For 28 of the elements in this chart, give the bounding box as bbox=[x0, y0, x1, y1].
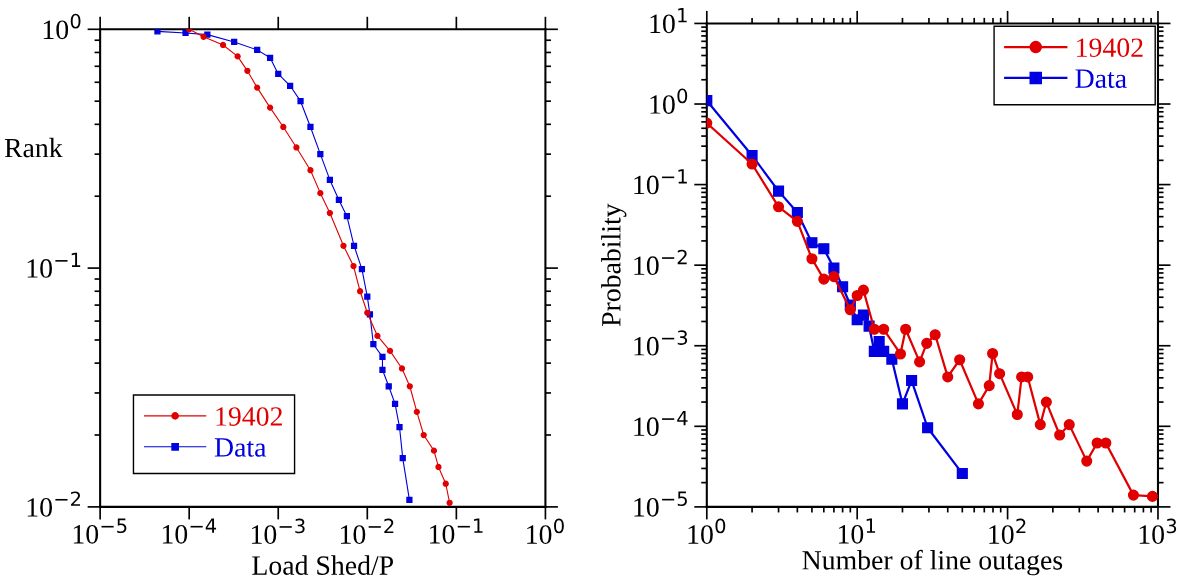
x-tick-label: 10$^{−3}$ bbox=[251, 518, 305, 544]
y-tick-label: 10$^{0}$ bbox=[43, 13, 81, 40]
y-tick-label: 10$^{−4}$ bbox=[634, 411, 688, 437]
y-tick-label: 10$^{−3}$ bbox=[634, 330, 688, 356]
x-tick-label: 10$^{3}$ bbox=[1139, 518, 1177, 544]
y-axis-title: Rank bbox=[4, 137, 63, 158]
y-tick-label: 10$^{−2}$ bbox=[27, 491, 81, 517]
y-tick-label: 10$^{1}$ bbox=[650, 8, 687, 34]
x-tick-label: 10$^{−5}$ bbox=[73, 518, 127, 544]
x-tick-label: 10$^{1}$ bbox=[838, 518, 876, 544]
x-tick-label: 10$^{−2}$ bbox=[340, 518, 394, 544]
y-axis-title: Probability bbox=[601, 203, 627, 327]
x-axis-title: Load Shed/P bbox=[252, 555, 394, 575]
x-axis-title: Number of line outages bbox=[802, 549, 1063, 576]
y-tick-label: 10$^{−1}$ bbox=[27, 252, 81, 278]
legend-label: Data bbox=[214, 438, 267, 457]
y-tick-label: 10$^{0}$ bbox=[650, 88, 688, 114]
y-tick-label: 10$^{−2}$ bbox=[634, 249, 687, 276]
legend-label: 19402 bbox=[216, 407, 282, 426]
y-tick-label: 10$^{−1}$ bbox=[634, 169, 687, 195]
legend-label: 19402 bbox=[1077, 38, 1143, 58]
x-tick-label: 10$^{−4}$ bbox=[162, 518, 217, 544]
x-tick-label: 10$^{−1}$ bbox=[430, 518, 483, 544]
x-tick-label: 10$^{0}$ bbox=[527, 518, 564, 544]
legend-label: Data bbox=[1075, 69, 1127, 88]
x-tick-label: 10$^{0}$ bbox=[688, 518, 726, 544]
y-tick-label: 10$^{−5}$ bbox=[634, 491, 687, 517]
x-tick-label: 10$^{2}$ bbox=[989, 518, 1026, 544]
